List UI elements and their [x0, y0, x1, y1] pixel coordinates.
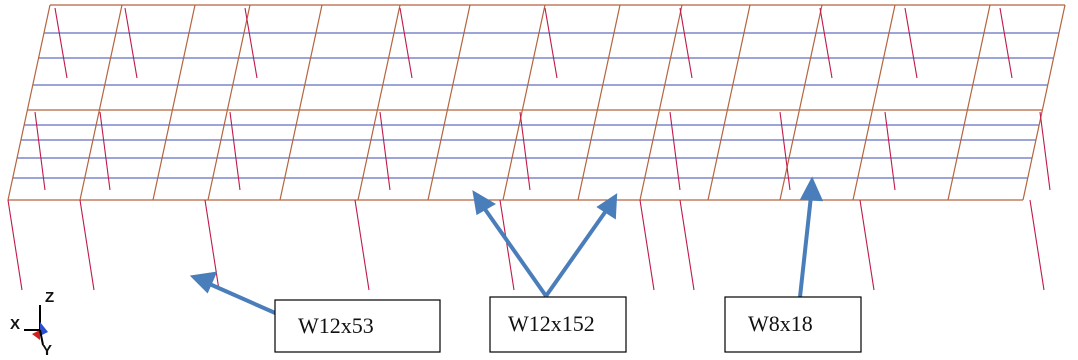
column: [125, 8, 137, 78]
wireframe: [8, 5, 1065, 290]
column: [680, 200, 694, 290]
column: [8, 200, 22, 290]
beam: [153, 5, 195, 200]
axis-marker: [32, 330, 40, 340]
beam: [428, 5, 470, 200]
column: [905, 8, 917, 78]
column: [820, 8, 832, 78]
beam: [780, 5, 822, 200]
column: [1040, 112, 1050, 190]
label: W8x18: [748, 311, 813, 336]
beam: [208, 5, 250, 200]
beam: [578, 5, 620, 200]
column: [680, 8, 692, 78]
column: [355, 200, 369, 290]
beam: [708, 5, 750, 200]
beam: [358, 5, 400, 200]
axis-label: Y: [42, 342, 52, 359]
beam: [1023, 5, 1065, 200]
column: [860, 200, 874, 290]
arrow: [800, 196, 811, 297]
arrow-head: [803, 181, 820, 199]
column: [545, 8, 557, 78]
beam: [640, 5, 682, 200]
beam: [948, 5, 990, 200]
column: [640, 200, 654, 290]
column: [1030, 200, 1044, 290]
beam: [8, 5, 50, 200]
arrow-head: [475, 194, 492, 212]
column: [400, 8, 412, 78]
label-boxes: W12x53 W12x152 W8x18: [275, 297, 861, 352]
column: [1000, 8, 1012, 78]
arrow-head: [194, 274, 214, 290]
axis-label: Z: [45, 289, 54, 306]
beam: [853, 5, 895, 200]
arrow: [546, 208, 608, 296]
arrow: [205, 282, 282, 316]
column: [55, 8, 67, 78]
label: W12x53: [298, 313, 374, 338]
arrow: [482, 205, 546, 296]
beam: [80, 5, 122, 200]
axis-triad: Z X Y: [10, 289, 54, 359]
label: W12x152: [508, 311, 595, 336]
column: [245, 8, 257, 78]
axis-label: X: [10, 316, 20, 333]
beam: [280, 5, 322, 200]
column: [80, 200, 94, 290]
model-view: W12x53 W12x152 W8x18 Z X Y: [0, 0, 1078, 360]
beam: [503, 5, 545, 200]
